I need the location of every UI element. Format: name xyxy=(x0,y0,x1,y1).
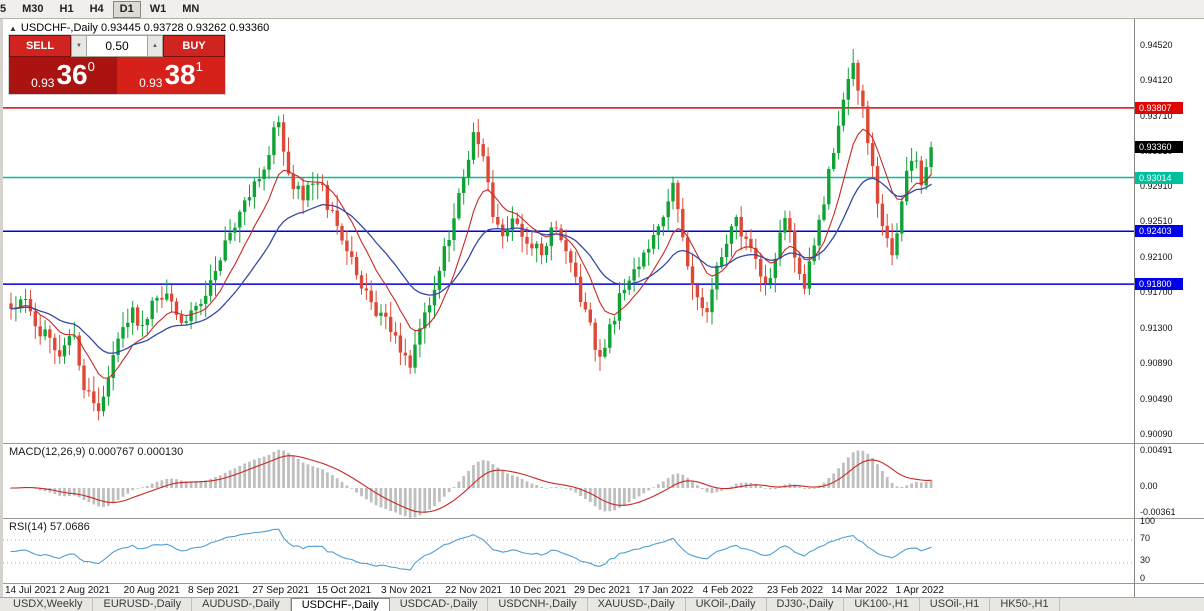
date-label: 29 Dec 2021 xyxy=(573,585,631,596)
price-tick: 0.91300 xyxy=(1140,322,1173,333)
timeframe-button-d1[interactable]: D1 xyxy=(112,0,141,18)
rsi-chart[interactable] xyxy=(3,520,1134,583)
price-tick: 0.91700 xyxy=(1140,287,1173,298)
date-label: 27 Sep 2021 xyxy=(252,585,310,596)
date-label: 3 Nov 2021 xyxy=(380,585,433,596)
chart-tab-ukoil-daily[interactable]: UKOil-,Daily xyxy=(686,598,767,611)
price-level-label-current-price[interactable]: 0.93360 xyxy=(1135,141,1183,154)
ask-big-digits: 38 xyxy=(164,59,196,90)
rsi-tick: 0 xyxy=(1140,572,1146,583)
bid-prefix: 0.93 xyxy=(31,76,55,90)
volume-down-button[interactable]: ▼ xyxy=(71,35,87,57)
bid-big-digits: 36 xyxy=(56,59,88,90)
date-label: 23 Feb 2022 xyxy=(766,585,824,596)
date-label: 10 Dec 2021 xyxy=(509,585,567,596)
bid-pipette-digit: 0 xyxy=(87,59,95,74)
chart-area[interactable]: ▲ USDCHF-,Daily 0.93445 0.93728 0.93262 … xyxy=(3,19,1134,597)
timeframe-toolbar: 5 M30 H1 H4 D1 W1 MN xyxy=(0,0,1204,19)
ask-pipette-digit: 1 xyxy=(195,59,203,74)
volume-up-button[interactable]: ▲ xyxy=(147,35,163,57)
price-level-label-support[interactable]: 0.91800 xyxy=(1135,278,1183,291)
price-tick: 0.94520 xyxy=(1140,39,1173,50)
date-label: 14 Jul 2021 xyxy=(5,585,57,596)
date-label: 2 Aug 2021 xyxy=(59,585,110,596)
macd-label: MACD(12,26,9) 0.000767 0.000130 xyxy=(9,446,184,458)
rsi-panel[interactable]: RSI(14) 57.0686 xyxy=(3,518,1134,583)
price-tick: 0.90490 xyxy=(1140,393,1173,404)
buy-button[interactable]: BUY xyxy=(163,35,225,57)
rsi-tick: 70 xyxy=(1140,532,1151,543)
timeframe-button-mn[interactable]: MN xyxy=(175,1,206,18)
one-click-trade-panel: SELL ▼ ▲ BUY 0.93 36 0 0.93 38 1 xyxy=(9,35,225,94)
date-axis[interactable]: 14 Jul 2021 2 Aug 2021 20 Aug 2021 8 Sep 20… xyxy=(3,583,1134,597)
price-tick: 0.92100 xyxy=(1140,252,1173,263)
date-label: 8 Sep 2021 xyxy=(187,585,240,596)
macd-tick: 0.00 xyxy=(1140,480,1158,491)
timeframe-button-h4[interactable]: H4 xyxy=(83,1,111,18)
chart-tab-eurusd-daily[interactable]: EURUSD-,Daily xyxy=(93,598,193,611)
rsi-label: RSI(14) 57.0686 xyxy=(9,521,90,533)
chart-window: ▲ USDCHF-,Daily 0.93445 0.93728 0.93262 … xyxy=(0,19,1204,597)
chevron-up-icon: ▲ xyxy=(152,43,158,49)
macd-tick: 0.00491 xyxy=(1140,444,1173,455)
candlestick-chart[interactable] xyxy=(3,19,1134,443)
chart-tab-usdcad-daily[interactable]: USDCAD-,Daily xyxy=(390,598,489,611)
macd-chart[interactable] xyxy=(3,445,1134,518)
date-label: 15 Oct 2021 xyxy=(316,585,372,596)
ask-prefix: 0.93 xyxy=(139,76,163,90)
date-label: 22 Nov 2021 xyxy=(445,585,503,596)
rsi-tick: 100 xyxy=(1140,515,1156,526)
chart-tab-audusd-daily[interactable]: AUDUSD-,Daily xyxy=(192,598,291,611)
timeframe-button-h1[interactable]: H1 xyxy=(53,1,81,18)
chart-tab-usoil-h1[interactable]: USOil-,H1 xyxy=(920,598,991,611)
scale-divider xyxy=(1135,583,1204,584)
price-level-label-resistance[interactable]: 0.93807 xyxy=(1135,101,1183,114)
chart-ohlc-header: ▲ USDCHF-,Daily 0.93445 0.93728 0.93262 … xyxy=(9,22,269,34)
macd-tick: -0.00361 xyxy=(1140,506,1176,517)
macd-panel[interactable]: MACD(12,26,9) 0.000767 0.000130 xyxy=(3,443,1134,518)
timeframe-button-w1[interactable]: W1 xyxy=(143,1,174,18)
chart-ohlc-header-text: USDCHF-,Daily 0.93445 0.93728 0.93262 0.… xyxy=(20,22,270,34)
price-level-label-support[interactable]: 0.92403 xyxy=(1135,225,1183,238)
price-scale[interactable]: 0.945200.941200.937100.933100.929100.925… xyxy=(1134,19,1204,597)
chart-tab-xauusd-daily[interactable]: XAUUSD-,Daily xyxy=(588,598,686,611)
price-tick: 0.93710 xyxy=(1140,110,1173,121)
price-tick: 0.90090 xyxy=(1140,428,1173,439)
price-tick: 0.92910 xyxy=(1140,181,1173,192)
price-panel[interactable]: ▲ USDCHF-,Daily 0.93445 0.93728 0.93262 … xyxy=(3,19,1134,443)
chart-tab-hk50-h1[interactable]: HK50-,H1 xyxy=(990,598,1060,611)
price-tick: 0.90890 xyxy=(1140,358,1173,369)
price-tick: 0.94120 xyxy=(1140,74,1173,85)
timeframe-button-m30[interactable]: M30 xyxy=(15,1,50,18)
rsi-tick: 30 xyxy=(1140,555,1151,566)
price-level-label-support[interactable]: 0.93014 xyxy=(1135,171,1183,184)
date-label: 17 Jan 2022 xyxy=(638,585,694,596)
chart-tabbar: USDX,Weekly EURUSD-,Daily AUDUSD-,Daily USD… xyxy=(0,597,1204,611)
price-tick: 0.92510 xyxy=(1140,216,1173,227)
chart-tab-dj30-daily[interactable]: DJ30-,Daily xyxy=(767,598,845,611)
symbol-marker-icon: ▲ xyxy=(9,23,17,33)
bid-price[interactable]: 0.93 36 0 xyxy=(9,57,117,94)
date-label: 20 Aug 2021 xyxy=(123,585,180,596)
volume-input[interactable] xyxy=(87,35,147,57)
ask-price[interactable]: 0.93 38 1 xyxy=(117,57,225,94)
timeframe-button-5[interactable]: 5 xyxy=(0,1,13,18)
scale-divider xyxy=(1135,518,1204,519)
chart-tab-usdx-weekly[interactable]: USDX,Weekly xyxy=(3,598,94,611)
date-label: 14 Mar 2022 xyxy=(831,585,888,596)
chart-tab-uk100-h1[interactable]: UK100-,H1 xyxy=(844,598,920,611)
chart-tab-usdcnh-daily[interactable]: USDCNH-,Daily xyxy=(488,598,588,611)
scale-divider xyxy=(1135,443,1204,444)
date-label: 1 Apr 2022 xyxy=(895,585,944,596)
sell-button[interactable]: SELL xyxy=(9,35,71,57)
chart-tab-usdchf-daily[interactable]: USDCHF-,Daily xyxy=(290,598,390,611)
date-label: 4 Feb 2022 xyxy=(702,585,754,596)
chevron-down-icon: ▼ xyxy=(76,43,82,49)
